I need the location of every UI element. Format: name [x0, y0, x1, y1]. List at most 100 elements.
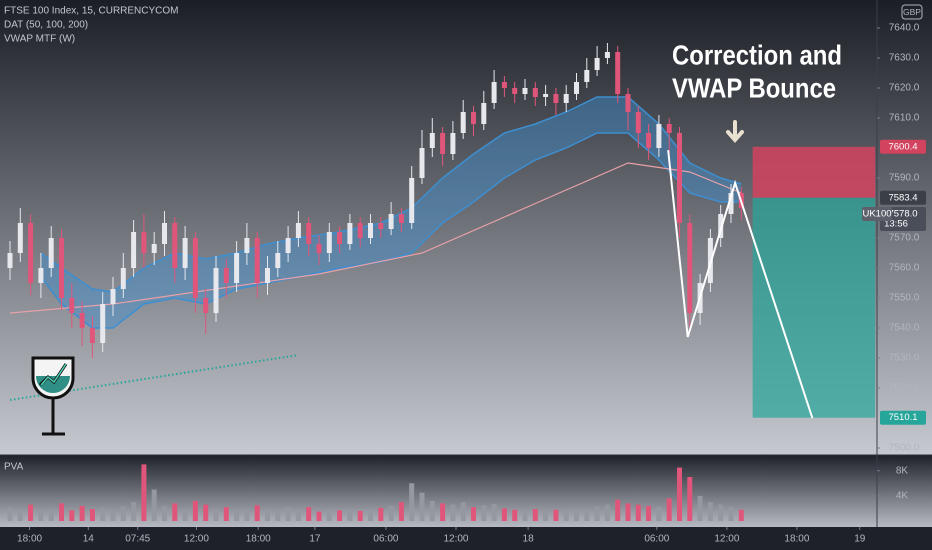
vwap-band-upper [40, 96, 742, 293]
volume-bar [192, 500, 198, 521]
volume-bar [48, 508, 54, 521]
zigzag-line [667, 149, 814, 419]
volume-bar [203, 504, 209, 521]
volume-bar [419, 492, 425, 521]
candle-body [69, 298, 75, 314]
volume-bar [718, 504, 724, 521]
volume-bar [574, 509, 579, 521]
volume-bar [89, 509, 95, 521]
candle-body [203, 298, 209, 314]
x-tick-label: 06:00 [644, 534, 669, 545]
volume-bar [7, 507, 13, 521]
volume-bar [17, 509, 23, 521]
x-tick-label: 18:00 [17, 534, 42, 545]
volume-bar [563, 511, 569, 521]
volume-bar [553, 509, 559, 521]
candle-body [285, 238, 291, 254]
volume-tick-label: 8K [896, 465, 909, 476]
volume-label: PVA [4, 462, 24, 473]
volume-bar [687, 477, 693, 521]
x-tick-label: 18 [523, 534, 535, 545]
y-tick-label: 7520.0 [889, 383, 920, 394]
candle-body [265, 268, 270, 284]
x-tick-label: 18:00 [246, 534, 271, 545]
candle-body [450, 132, 456, 154]
candle-body [718, 213, 724, 239]
volume-bar [604, 504, 610, 521]
volume-bar [131, 502, 137, 521]
chart-title: FTSE 100 Index, 15, CURRENCYCOM [4, 6, 179, 17]
candle-body [409, 177, 415, 223]
volume-bar [141, 464, 147, 521]
volume-bar [450, 504, 456, 521]
target-price-bg [880, 410, 926, 425]
symbol-tag: UK100 [862, 209, 891, 220]
candle-body [429, 132, 435, 148]
volume-bar [337, 510, 343, 521]
candle-body [162, 222, 167, 245]
candle-body [172, 222, 178, 269]
volume-bar [265, 509, 270, 521]
volume-bar [244, 508, 250, 521]
volume-bar [100, 507, 106, 521]
candle-body [192, 238, 198, 299]
volume-bar [162, 505, 167, 521]
symbol-tag-bg [862, 206, 892, 221]
volume-bar [656, 507, 662, 521]
stop-price-bg [880, 139, 926, 154]
candle-body [656, 123, 662, 148]
candle-body [687, 222, 693, 314]
candle-body [223, 268, 229, 284]
candle-body [512, 87, 518, 94]
candle-body [646, 132, 652, 148]
x-tick-label: 19 [854, 534, 866, 545]
volume-bar [594, 506, 600, 521]
volume-bar [440, 503, 446, 521]
volume-bar [532, 509, 538, 521]
candle-body [28, 222, 34, 284]
candle-body [419, 147, 425, 178]
entry-price-bg [880, 190, 926, 205]
y-tick-label: 7540.0 [889, 323, 920, 334]
candle-body [440, 132, 446, 154]
candle-body [563, 93, 569, 103]
x-tick-label: 12:00 [184, 534, 209, 545]
x-tick-label: 12:00 [714, 534, 739, 545]
volume-bar [429, 500, 435, 521]
candle-body [306, 222, 312, 245]
candle-body [368, 222, 373, 239]
candle-body [522, 87, 528, 94]
candle-body [141, 232, 147, 254]
candle-body [182, 238, 188, 269]
volume-bar [285, 507, 291, 521]
candle-body [460, 111, 466, 133]
candle-body [728, 192, 734, 214]
candle-body [625, 93, 631, 112]
volume-bar [28, 504, 34, 521]
target-price: 7510.1 [888, 412, 917, 423]
candle-body [553, 93, 559, 103]
candle-body [316, 244, 322, 254]
candle-body [677, 132, 682, 223]
volume-bar [306, 507, 312, 521]
candle-body [120, 268, 126, 290]
volume-bar [471, 507, 476, 521]
currency: GBP [903, 7, 921, 17]
volume-bar [707, 502, 713, 521]
y-tick-label: 7560.0 [889, 263, 920, 274]
y-tick-label: 7550.0 [889, 293, 920, 304]
volume-bar [666, 498, 672, 521]
volume-bar [59, 503, 64, 521]
candle-body [388, 213, 394, 230]
candle-body [110, 289, 116, 305]
candle-body [89, 328, 95, 344]
y-tick-label: 7590.0 [889, 173, 920, 184]
candle-body [48, 238, 54, 269]
x-tick-label: 18:00 [784, 534, 809, 545]
volume-bar [69, 510, 75, 521]
candle-body [501, 81, 507, 88]
candle-body [471, 111, 476, 124]
y-tick-label: 7570.0 [889, 233, 920, 244]
last-price: 7578.0 [888, 209, 917, 220]
candle-body [635, 111, 641, 133]
